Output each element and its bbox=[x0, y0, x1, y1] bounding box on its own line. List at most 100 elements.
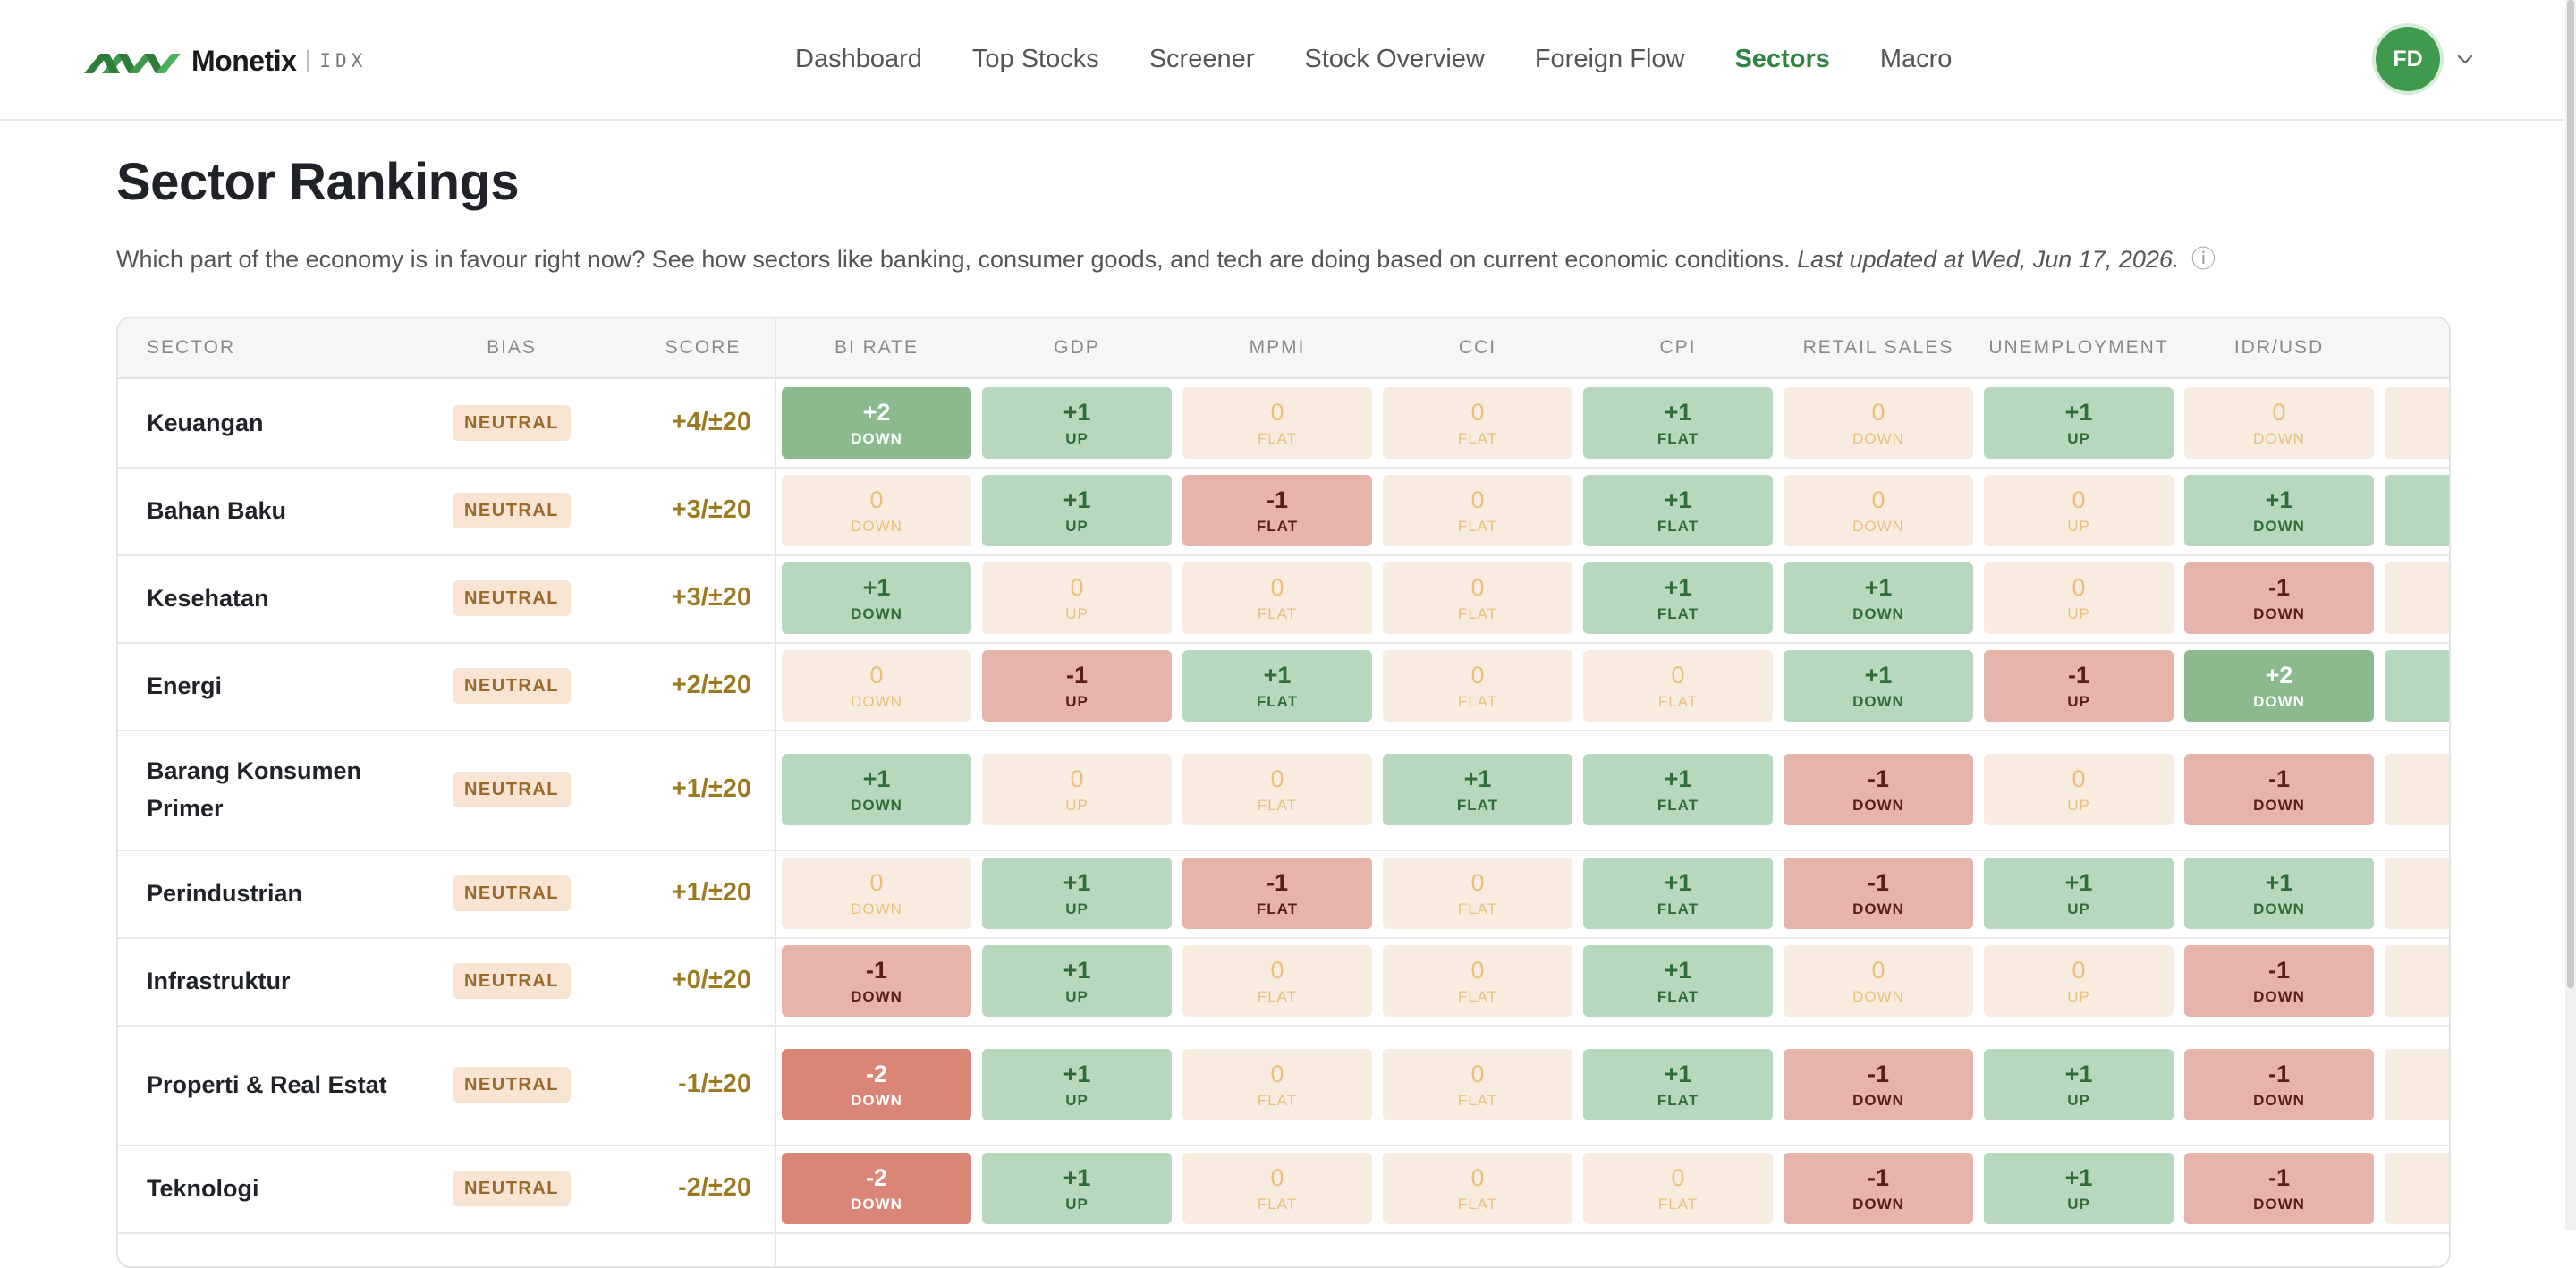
indicator-trend: UP bbox=[2067, 518, 2090, 535]
brand-logo[interactable]: Monetix IDX bbox=[82, 39, 367, 82]
sector-name: Perindustrian bbox=[147, 880, 303, 907]
nav-dashboard[interactable]: Dashboard bbox=[795, 44, 922, 73]
column-header-idr-usd[interactable]: IDR/USD bbox=[2233, 337, 2325, 358]
indicator-score: +1 bbox=[2265, 869, 2293, 896]
table-row[interactable]: Properti & Real Estat NEUTRAL -1/±20 -2 DOWN… bbox=[118, 1025, 2449, 1146]
indicator-score: +1 bbox=[1664, 957, 1692, 984]
indicator-trend: UP bbox=[2067, 1092, 2090, 1109]
indicator-score: -1 bbox=[1266, 486, 1288, 513]
indicator-trend: UP bbox=[2067, 797, 2090, 814]
indicator-cell: 0 FLAT bbox=[1383, 1153, 1572, 1224]
indicator-score: 0 bbox=[2272, 399, 2286, 426]
indicator-cell: -1 UP bbox=[1984, 650, 2174, 722]
indicator-score: -1 bbox=[2267, 574, 2290, 601]
indicator-cell: 0 FLAT bbox=[1583, 1153, 1773, 1224]
nav-stock-overview[interactable]: Stock Overview bbox=[1304, 44, 1485, 73]
indicator-score: 0 bbox=[1470, 486, 1485, 513]
indicator-trend: DOWN bbox=[851, 518, 902, 535]
sector-name: Kesehatan bbox=[147, 585, 269, 612]
indicator-trend: FLAT bbox=[1257, 430, 1298, 447]
monetix-logo-icon bbox=[84, 54, 181, 73]
table-row[interactable]: Kesehatan NEUTRAL +3/±20 +1 DOWN 0 UP 0 FLAT 0 FLA… bbox=[118, 554, 2449, 644]
indicator-score: +1 bbox=[2064, 399, 2093, 426]
indicator-cell: 0 DOWN bbox=[782, 650, 971, 722]
column-header-cpi[interactable]: CPI bbox=[1659, 337, 1697, 358]
brand-name: Monetix bbox=[191, 44, 297, 77]
indicator-trend: DOWN bbox=[1852, 797, 1904, 814]
indicator-cell: -1 DOWN bbox=[2184, 754, 2374, 825]
indicator-trend: UP bbox=[1065, 693, 1089, 710]
indicator-cell: +1 DOWN bbox=[1784, 650, 1973, 722]
indicator-trend: UP bbox=[2067, 988, 2090, 1005]
column-header-tr[interactable]: TR bbox=[2385, 318, 2449, 377]
indicator-score: +1 bbox=[2064, 1164, 2093, 1191]
indicator-cell: 0 bbox=[2385, 858, 2449, 929]
table-row[interactable]: Energi NEUTRAL +2/±20 0 DOWN -1 UP +1 FLAT 0 FLAT 0… bbox=[118, 642, 2449, 731]
indicator-score: 0 bbox=[1270, 399, 1284, 426]
chevron-down-icon[interactable] bbox=[2454, 48, 2476, 70]
column-header-gdp[interactable]: GDP bbox=[1054, 337, 1100, 358]
top-navigation-bar: Monetix IDX Dashboard Top Stocks Screener S… bbox=[0, 0, 2565, 121]
indicator-cell: 0 FLAT bbox=[1182, 945, 1372, 1017]
indicator-score: 0 bbox=[869, 662, 884, 689]
column-header-cci[interactable]: CCI bbox=[1458, 337, 1497, 358]
indicator-cell: 0 FLAT bbox=[1182, 562, 1372, 634]
table-row[interactable]: Teknologi NEUTRAL -2/±20 -2 DOWN +1 UP 0 FLAT 0 FL… bbox=[118, 1145, 2449, 1234]
column-header-score[interactable]: SCORE bbox=[665, 337, 741, 358]
indicator-score: -1 bbox=[1867, 1164, 1889, 1191]
indicator-trend: UP bbox=[1065, 430, 1089, 447]
user-avatar[interactable]: FD bbox=[2376, 27, 2440, 91]
indicator-cell: 0 DOWN bbox=[1784, 475, 1973, 546]
indicator-trend: UP bbox=[2067, 430, 2090, 447]
indicator-trend: DOWN bbox=[2253, 797, 2305, 814]
indicator-cell: 0 DOWN bbox=[2184, 387, 2374, 459]
nav-foreign-flow[interactable]: Foreign Flow bbox=[1534, 44, 1685, 73]
indicator-cell: 0 FLAT bbox=[1383, 387, 1572, 459]
indicator-trend: FLAT bbox=[1256, 693, 1299, 710]
nav-macro[interactable]: Macro bbox=[1879, 44, 1953, 73]
indicator-score: +1 bbox=[2064, 1061, 2093, 1087]
column-header-unemployment[interactable]: UNEMPLOYMENT bbox=[1988, 337, 2169, 358]
indicator-trend: FLAT bbox=[1457, 693, 1498, 710]
indicator-cell: -1 FLAT bbox=[1182, 858, 1372, 929]
indicator-score: +1 bbox=[2064, 869, 2093, 896]
sector-score: +1/±20 bbox=[671, 878, 751, 907]
nav-screener[interactable]: Screener bbox=[1148, 44, 1255, 73]
indicator-score: +1 bbox=[1664, 574, 1692, 601]
sector-name: Teknologi bbox=[147, 1175, 259, 1202]
column-divider bbox=[775, 318, 776, 1266]
indicator-cell: +1 FLAT bbox=[1583, 562, 1773, 634]
table-row[interactable]: Infrastruktur NEUTRAL +0/±20 -1 DOWN +1 UP 0 FLA… bbox=[118, 937, 2449, 1027]
sector-score: -1/±20 bbox=[677, 1069, 751, 1098]
table-row[interactable]: Perindustrian NEUTRAL +1/±20 0 DOWN +1 UP -1 FLA… bbox=[118, 850, 2449, 939]
indicator-trend: DOWN bbox=[1852, 430, 1904, 447]
indicator-score: +1 bbox=[1864, 662, 1893, 689]
column-header-retail-sales[interactable]: RETAIL SALES bbox=[1802, 337, 1954, 358]
indicator-cell: +1 DOWN bbox=[2184, 858, 2374, 929]
sector-score: +2/±20 bbox=[671, 671, 751, 699]
info-icon[interactable]: ⓘ bbox=[2190, 246, 2216, 273]
scrollbar-thumb[interactable] bbox=[2567, 0, 2574, 988]
indicator-score: 0 bbox=[869, 486, 884, 513]
indicator-trend: DOWN bbox=[851, 900, 902, 917]
column-header-bi-rate[interactable]: BI RATE bbox=[834, 337, 919, 358]
indicator-trend: UP bbox=[1065, 900, 1089, 917]
indicator-cell: +1 UP bbox=[982, 858, 1172, 929]
indicator-score: -1 bbox=[1867, 1061, 1889, 1087]
indicator-cell: +1 FLAT bbox=[1583, 945, 1773, 1017]
column-header-bias[interactable]: BIAS bbox=[487, 337, 537, 358]
table-row[interactable]: Keuangan NEUTRAL +4/±20 +2 DOWN +1 UP 0 FLAT 0 FLA… bbox=[118, 379, 2449, 469]
brand-divider bbox=[307, 50, 309, 72]
indicator-cell: +1 FLAT bbox=[1583, 754, 1773, 825]
nav-top-stocks[interactable]: Top Stocks bbox=[971, 44, 1099, 73]
column-header-mpmi[interactable]: MPMI bbox=[1249, 337, 1306, 358]
nav-sectors[interactable]: Sectors bbox=[1734, 44, 1830, 73]
table-row[interactable]: Bahan Baku NEUTRAL +3/±20 0 DOWN +1 UP -1 FLAT 0 F… bbox=[118, 467, 2449, 556]
indicator-score: 0 bbox=[1270, 957, 1284, 984]
bias-badge: NEUTRAL bbox=[453, 1067, 571, 1103]
indicator-trend: UP bbox=[2067, 605, 2090, 622]
indicator-score: +1 bbox=[1063, 869, 1091, 896]
column-header-sector[interactable]: SECTOR bbox=[147, 337, 236, 358]
table-row[interactable]: Barang Konsumen Primer NEUTRAL +1/±20 +1 DOW… bbox=[118, 730, 2449, 851]
indicator-trend: DOWN bbox=[1852, 605, 1904, 622]
